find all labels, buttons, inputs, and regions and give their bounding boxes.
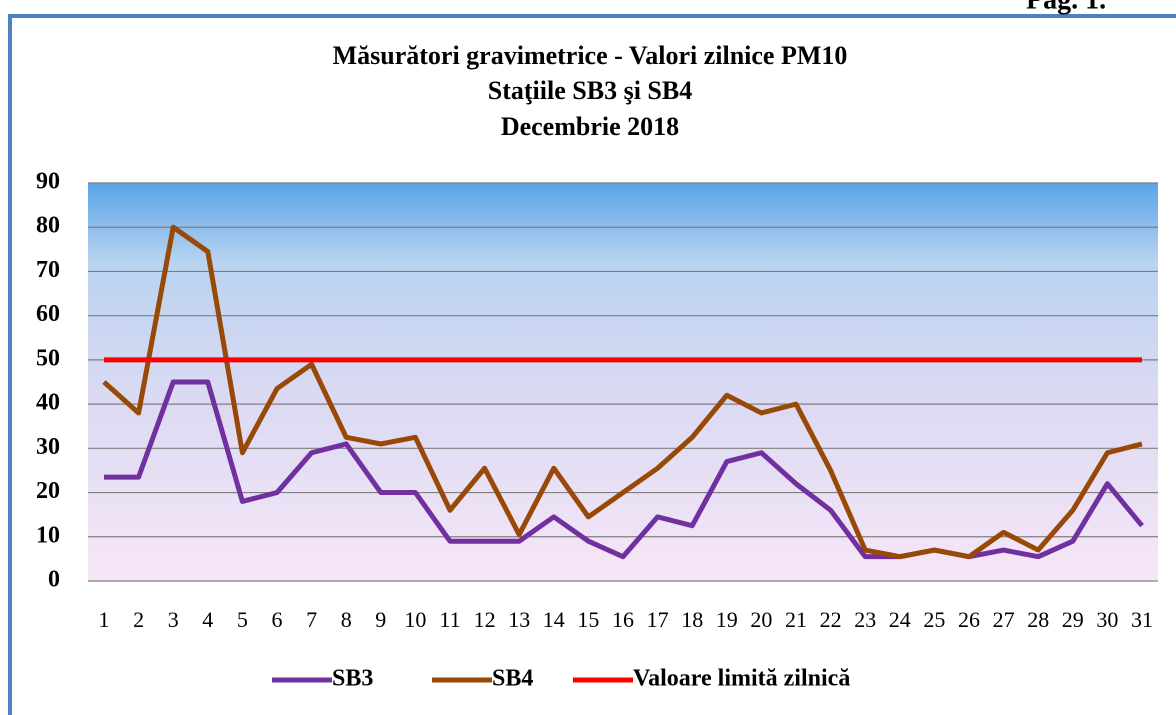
x-tick-label: 2: [133, 607, 144, 632]
x-tick-label: 23: [854, 607, 876, 632]
y-tick-label: 10: [36, 522, 60, 548]
page-label: Pag. 1.: [1026, 0, 1106, 15]
legend-label: SB4: [492, 666, 533, 692]
x-tick-label: 30: [1096, 607, 1118, 632]
chart-title: Măsurători gravimetrice - Valori zilnice…: [333, 41, 848, 70]
x-tick-label: 18: [681, 607, 703, 632]
x-tick-label: 13: [508, 607, 530, 632]
y-tick-label: 80: [36, 213, 60, 239]
y-tick-label: 0: [48, 567, 60, 593]
x-tick-label: 20: [750, 607, 772, 632]
y-tick-label: 70: [36, 257, 60, 283]
x-tick-label: 31: [1131, 607, 1153, 632]
y-tick-label: 20: [36, 478, 60, 504]
x-tick-label: 7: [306, 607, 317, 632]
x-tick-label: 16: [612, 607, 634, 632]
plot-area: [88, 183, 1158, 581]
y-tick-label: 60: [36, 301, 60, 327]
x-tick-label: 10: [404, 607, 426, 632]
x-tick-label: 1: [99, 607, 110, 632]
x-tick-label: 24: [889, 607, 911, 632]
x-tick-label: 19: [716, 607, 738, 632]
x-tick-label: 12: [474, 607, 496, 632]
frame: [8, 14, 1176, 715]
y-tick-label: 90: [36, 169, 60, 195]
y-tick-label: 40: [36, 390, 60, 416]
x-tick-label: 21: [785, 607, 807, 632]
y-tick-label: 50: [36, 345, 60, 371]
chart-subtitle: Staţiile SB3 şi SB4: [488, 76, 692, 105]
x-tick-label: 26: [958, 607, 980, 632]
x-tick-label: 15: [577, 607, 599, 632]
x-tick-label: 29: [1062, 607, 1084, 632]
x-tick-label: 28: [1027, 607, 1049, 632]
legend-label: Valoare limită zilnică: [633, 666, 850, 692]
data-line: [102, 224, 1143, 560]
y-tick-label: 30: [36, 434, 60, 460]
legend-label: SB3: [332, 666, 373, 692]
x-tick-label: 22: [820, 607, 842, 632]
x-tick-label: 5: [237, 607, 248, 632]
x-tick-label: 8: [341, 607, 352, 632]
x-tick-label: 25: [923, 607, 945, 632]
chart-subtitle: Decembrie 2018: [501, 112, 679, 141]
x-tick-label: 14: [543, 607, 565, 632]
x-tick-label: 27: [993, 607, 1015, 632]
x-tick-label: 3: [168, 607, 179, 632]
x-tick-label: 4: [202, 607, 213, 632]
x-tick-label: 6: [272, 607, 283, 632]
x-tick-label: 11: [439, 607, 460, 632]
x-tick-label: 17: [647, 607, 669, 632]
x-tick-label: 9: [375, 607, 386, 632]
